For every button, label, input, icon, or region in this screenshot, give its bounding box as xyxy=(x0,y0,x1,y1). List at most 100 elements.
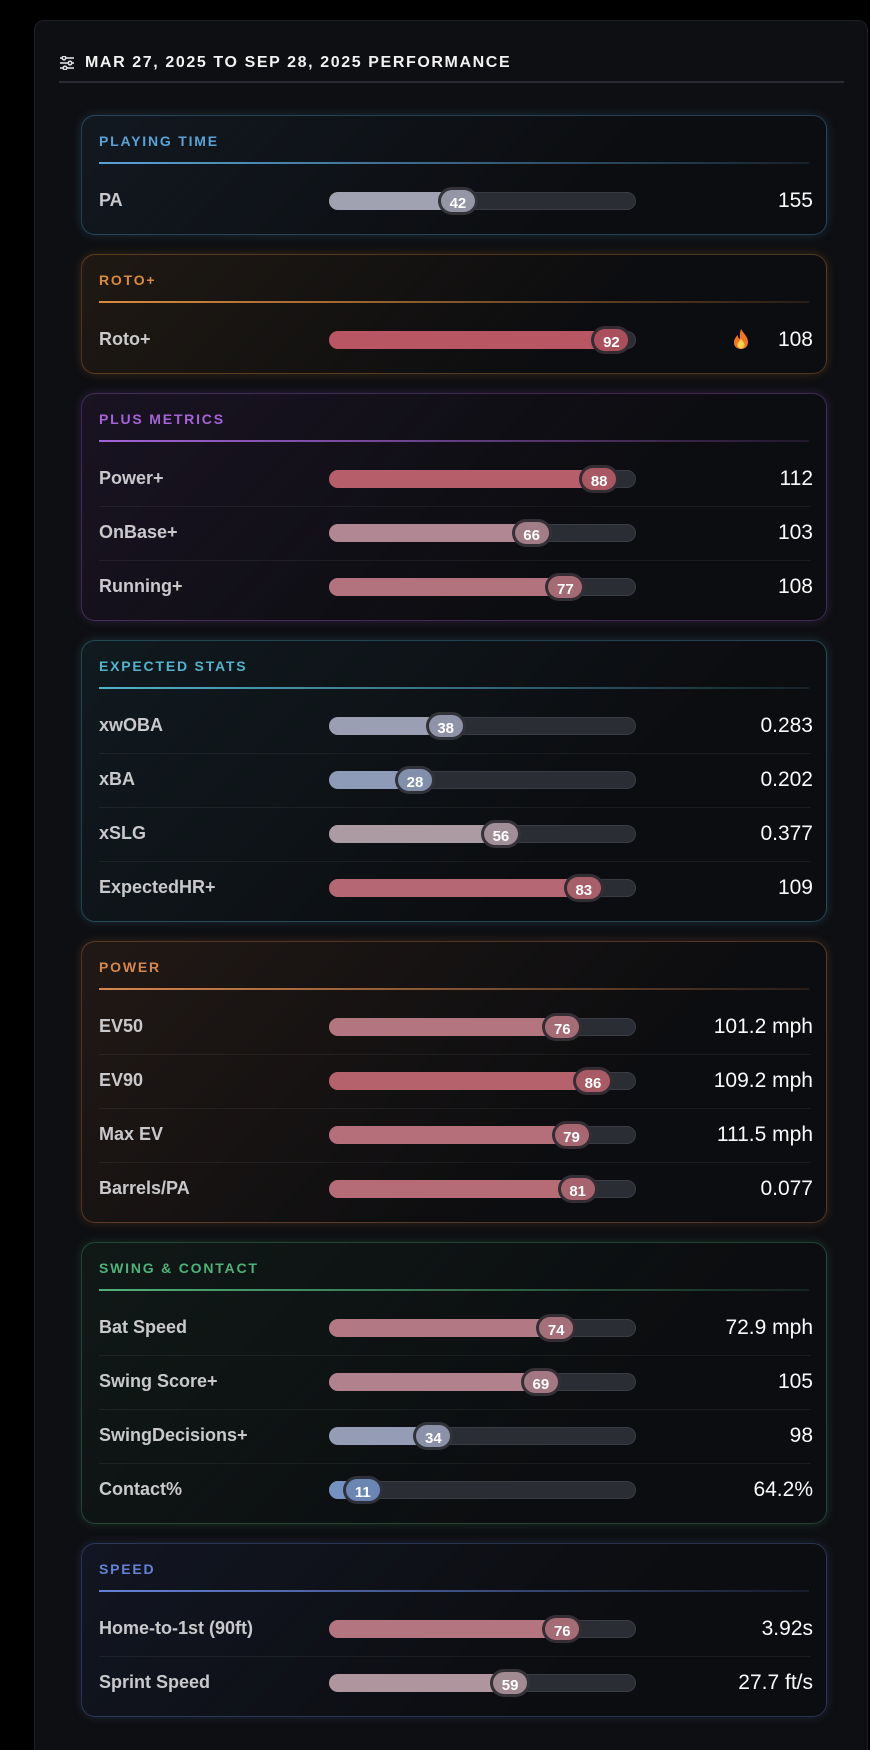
percentile-badge: 92 xyxy=(591,326,632,354)
percentile-bar xyxy=(329,470,600,488)
metric-label: Bat Speed xyxy=(99,1317,188,1337)
header: MAR 27, 2025 TO SEP 28, 2025 PERFORMANCE xyxy=(59,45,844,83)
metric-value: 0.202 xyxy=(760,768,813,791)
metric-value: 111.5 mph xyxy=(716,1123,813,1146)
section-underline xyxy=(99,1289,809,1291)
metric-row: EV50 76 101.2 mph xyxy=(82,1000,828,1054)
metric-label: Running+ xyxy=(99,576,183,596)
metric-value: 105 xyxy=(777,1370,813,1393)
metric-value: 108 xyxy=(777,575,813,598)
percentile-badge: 34 xyxy=(413,1422,454,1450)
metric-row: Home-to-1st (90ft) 76 3.92s xyxy=(82,1602,828,1656)
filter-icon xyxy=(60,56,74,70)
metric-row: OnBase+ 66 103 xyxy=(82,506,828,560)
percentile-badge: 76 xyxy=(542,1013,583,1041)
row-separator xyxy=(99,506,811,507)
metric-label: Home-to-1st (90ft) xyxy=(99,1618,254,1638)
section-underline xyxy=(99,162,809,164)
metric-value: 27.7 ft/s xyxy=(738,1671,813,1694)
metric-row: Swing Score+ 69 105 xyxy=(82,1355,828,1409)
metric-label: xBA xyxy=(99,769,136,789)
percentile-badge: 56 xyxy=(480,820,521,848)
section-title: PLUS METRICS xyxy=(99,411,225,427)
metric-row: ExpectedHR+ 83 109 xyxy=(82,861,828,915)
percentile-badge: 42 xyxy=(437,187,478,215)
metric-value: 155 xyxy=(777,189,813,212)
section: POWER EV50 76 101.2 mph EV90 86 109.2 mph Max E… xyxy=(81,941,827,1223)
metric-row: Running+ 77 108 xyxy=(82,560,828,614)
metric-value: 101.2 mph xyxy=(713,1015,813,1038)
row-separator xyxy=(99,1162,811,1163)
metric-label: Barrels/PA xyxy=(99,1178,190,1198)
percentile-bar xyxy=(329,524,532,542)
metric-value: 108 xyxy=(777,328,813,351)
section: PLUS METRICS Power+ 88 112 OnBase+ 66 103 Runni… xyxy=(81,393,827,621)
section: SPEED Home-to-1st (90ft) 76 3.92s Sprint Spe… xyxy=(81,1543,827,1717)
metric-row: SwingDecisions+ 34 98 xyxy=(82,1409,828,1463)
metric-label: Sprint Speed xyxy=(99,1672,211,1692)
metric-row: xSLG 56 0.377 xyxy=(82,807,828,861)
metric-value: 103 xyxy=(777,521,813,544)
metric-label: EV90 xyxy=(99,1070,144,1090)
percentile-badge: 38 xyxy=(425,712,466,740)
metric-row: Barrels/PA 81 0.077 xyxy=(82,1162,828,1216)
percentile-badge: 76 xyxy=(542,1615,583,1643)
metric-row: Power+ 88 112 xyxy=(82,452,828,506)
section-underline xyxy=(99,1590,809,1592)
row-separator xyxy=(99,1108,811,1109)
metric-label: Roto+ xyxy=(99,329,151,349)
metric-label: Swing Score+ xyxy=(99,1371,218,1391)
section-underline xyxy=(99,301,809,303)
metric-row: PA 42 155 xyxy=(82,174,828,228)
metric-value: 98 xyxy=(789,1424,813,1447)
percentile-bar xyxy=(329,1319,557,1337)
metric-label: xwOBA xyxy=(99,715,164,735)
metric-row: EV90 86 109.2 mph xyxy=(82,1054,828,1108)
percentile-badge: 69 xyxy=(520,1368,561,1396)
metric-value: 109 xyxy=(777,876,813,899)
percentile-bar xyxy=(329,578,566,596)
row-separator xyxy=(99,753,811,754)
metric-label: SwingDecisions+ xyxy=(99,1425,248,1445)
header-title: MAR 27, 2025 TO SEP 28, 2025 PERFORMANCE xyxy=(85,54,512,71)
metric-value: 3.92s xyxy=(761,1617,813,1640)
metric-row: Sprint Speed 59 27.7 ft/s xyxy=(82,1656,828,1710)
metric-label: ExpectedHR+ xyxy=(99,877,216,897)
section-title: SPEED xyxy=(99,1561,156,1577)
percentile-bar xyxy=(329,1180,578,1198)
metric-label: EV50 xyxy=(99,1016,144,1036)
percentile-bar xyxy=(329,825,501,843)
metric-value: 0.283 xyxy=(760,714,813,737)
percentile-bar xyxy=(329,192,458,210)
metric-value: 64.2% xyxy=(753,1478,813,1501)
metric-row: Contact% 11 64.2% xyxy=(82,1463,828,1517)
percentile-badge: 77 xyxy=(545,573,586,601)
metric-value: 0.377 xyxy=(760,822,813,845)
percentile-badge: 79 xyxy=(551,1121,592,1149)
percentile-bar xyxy=(329,771,415,789)
metric-label: PA xyxy=(99,190,123,210)
metric-label: xSLG xyxy=(99,823,147,843)
section: SWING & CONTACT Bat Speed 74 72.9 mph Swing … xyxy=(81,1242,827,1524)
row-separator xyxy=(99,1656,811,1657)
section: ROTO+ Roto+ 92 108 xyxy=(81,254,827,374)
metric-value: 0.077 xyxy=(760,1177,813,1200)
percentile-bar xyxy=(329,331,612,349)
percentile-bar xyxy=(329,879,584,897)
row-separator xyxy=(99,1409,811,1410)
section-underline xyxy=(99,440,809,442)
metric-row: xwOBA 38 0.283 xyxy=(82,699,828,753)
section-title: ROTO+ xyxy=(99,272,157,288)
metric-row: Max EV 79 111.5 mph xyxy=(82,1108,828,1162)
row-separator xyxy=(99,1355,811,1356)
percentile-bar xyxy=(329,1126,572,1144)
section-underline xyxy=(99,988,809,990)
metric-label: Max EV xyxy=(99,1124,164,1144)
section-title: EXPECTED STATS xyxy=(99,658,248,674)
section-title: PLAYING TIME xyxy=(99,133,219,149)
percentile-badge: 81 xyxy=(557,1175,598,1203)
row-separator xyxy=(99,1054,811,1055)
percentile-bar xyxy=(329,1072,594,1090)
section: EXPECTED STATS xwOBA 38 0.283 xBA 28 0.202 xSLG… xyxy=(81,640,827,922)
